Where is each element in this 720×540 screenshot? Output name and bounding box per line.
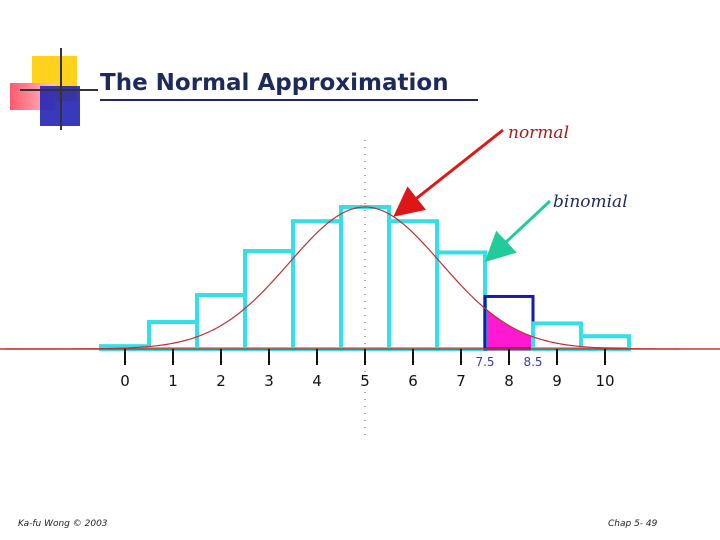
deco-horizontal-line (20, 89, 98, 91)
tick-label-0: 0 (120, 372, 130, 390)
bar-3 (243, 249, 295, 352)
tick-label-8: 8 (504, 372, 514, 390)
tick-label-3: 3 (264, 372, 274, 390)
bar-2 (195, 293, 247, 352)
binomial-arrow (484, 199, 552, 263)
tick-label-7: 7 (456, 372, 466, 390)
tick-label-4: 4 (312, 372, 322, 390)
tick-label-9: 9 (552, 372, 562, 390)
normal-curve (5, 206, 680, 350)
normal-arrow (393, 128, 504, 217)
tick-label-1: 1 (168, 372, 178, 390)
footer-page: Chap 5- 49 (608, 519, 658, 529)
bar-9 (531, 321, 583, 352)
title-underline (100, 99, 478, 101)
tick-label-2: 2 (216, 372, 226, 390)
tick-label-5: 5 (360, 372, 370, 390)
normal-label: normal (508, 123, 569, 143)
bar-4 (291, 219, 343, 351)
lower-bound-label: 7.5 (475, 355, 494, 369)
tick-label-10: 10 (595, 372, 614, 390)
footer-author: Ka-fu Wong © 2003 (18, 519, 108, 529)
tick-label-6: 6 (408, 372, 418, 390)
bar-1 (147, 320, 199, 351)
bar-5 (339, 205, 391, 351)
binomial-label: binomial (553, 192, 628, 212)
bar-6 (387, 219, 439, 351)
slide-title: The Normal Approximation (100, 70, 449, 96)
upper-bound-label: 8.5 (523, 355, 542, 369)
